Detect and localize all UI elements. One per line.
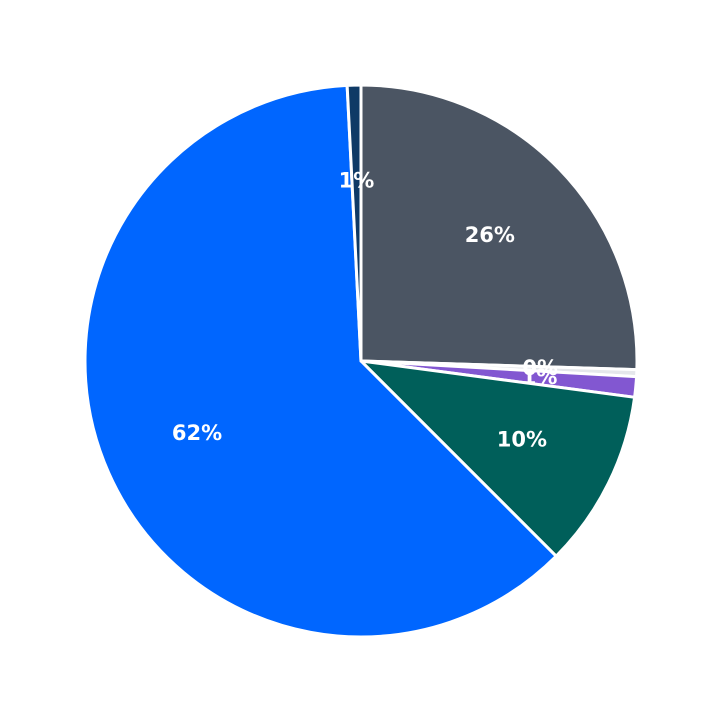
- data-label: 10%: [497, 427, 547, 451]
- data-label: 1%: [339, 169, 375, 193]
- data-label: 26%: [465, 223, 515, 247]
- data-label: 62%: [172, 421, 222, 445]
- pie-slice: [359, 359, 637, 558]
- pie-slice: [359, 83, 639, 372]
- pie-slice: [345, 83, 363, 363]
- data-label: 1%: [522, 365, 558, 389]
- pie-slice: [83, 83, 558, 639]
- data-label: 0%: [522, 356, 558, 380]
